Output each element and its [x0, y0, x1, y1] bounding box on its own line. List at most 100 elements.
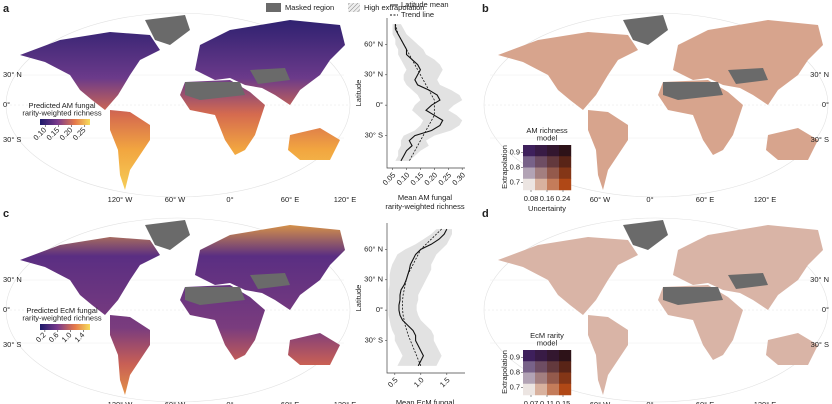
- legend-cell: [547, 372, 560, 384]
- y-axis-label: Latitude: [354, 80, 363, 107]
- x-tick-label: 0.15: [409, 170, 426, 187]
- legend-cell: [523, 145, 536, 157]
- legend-tick-label: 0.24: [556, 194, 571, 203]
- uncertainty-band: [392, 24, 463, 161]
- legend-title: AM richness: [526, 126, 568, 135]
- legend-tick-label: 0.7: [510, 177, 520, 186]
- legend-cell: [547, 361, 560, 373]
- x-tick-label: 0.20: [422, 170, 439, 187]
- legend-tick-label: 0.8: [510, 162, 520, 171]
- legend-label: Masked region: [285, 3, 334, 12]
- y-tick-label: 30° N: [364, 70, 383, 79]
- y-tick-label: 60° N: [364, 244, 383, 253]
- legend-cell: [523, 178, 536, 191]
- lon-label: 60° W: [165, 195, 186, 204]
- x-tick-label: 0.5: [386, 375, 400, 389]
- colorbar-tick-label: 1.4: [73, 330, 87, 344]
- lon-label: 0°: [646, 400, 653, 404]
- legend-title: model: [537, 133, 558, 142]
- x-axis-label: Mean EcM fungal: [396, 398, 455, 404]
- x-tick-label: 0.05: [381, 170, 398, 187]
- legend-cell: [535, 178, 548, 191]
- axis: [386, 18, 465, 169]
- colorbar: [40, 119, 90, 125]
- legend-cell: [523, 383, 536, 396]
- lon-label: 60° E: [281, 400, 299, 404]
- line: [398, 228, 448, 367]
- axis: [386, 223, 465, 374]
- lon-label: 120° E: [754, 195, 777, 204]
- legend-tick-label: 0.07: [524, 399, 539, 404]
- y-tick-label: 0°: [376, 305, 383, 314]
- legend-title: model: [537, 338, 558, 347]
- line: [394, 23, 435, 162]
- lat-label: 30° S: [3, 135, 21, 144]
- line: [402, 228, 442, 367]
- legend-tick-label: 0.16: [540, 194, 555, 203]
- x-axis-label: rarity-weighted richness: [385, 202, 464, 211]
- legend-cell: [523, 167, 536, 179]
- lat-label: 0°: [822, 100, 829, 109]
- y-tick-label: 0°: [376, 100, 383, 109]
- lon-label: 0°: [646, 195, 653, 204]
- lon-label: 60° W: [165, 400, 186, 404]
- legend-cell: [559, 145, 572, 157]
- legend-tick-label: 0.9: [510, 352, 520, 361]
- legend-cell: [535, 372, 548, 384]
- x-tick-label: 0.30: [450, 170, 467, 187]
- legend-cell: [535, 156, 548, 168]
- legend-tick-label: 0.08: [524, 194, 539, 203]
- legend-tick-label: 0.11: [540, 399, 554, 404]
- lon-label: 0°: [226, 195, 233, 204]
- colorbar-title: rarity-weighted richness: [22, 108, 101, 117]
- legend-cell: [535, 350, 548, 362]
- colorbar-tick-label: 0.25: [71, 125, 88, 142]
- legend-cell: [535, 383, 548, 396]
- colorbar-tick-label: 0.2: [34, 330, 48, 344]
- legend-cell: [523, 361, 536, 373]
- panel-letter: d: [482, 208, 489, 220]
- colorbar: [40, 324, 90, 330]
- legend-cell: [547, 156, 560, 168]
- uncertainty-band: [388, 229, 452, 366]
- lon-label: 60° E: [281, 195, 299, 204]
- masked-swatch: [266, 3, 281, 12]
- legend-tick-label: 0.9: [510, 147, 520, 156]
- lat-label: 30° N: [810, 275, 829, 284]
- map-panel: c 30° N 0° 30° S 120° W 60° W 0° 60° E 120° E Pre…: [3, 208, 356, 404]
- x-tick-label: 0.25: [436, 170, 453, 187]
- legend-cell: [535, 145, 548, 157]
- legend-cell: [547, 145, 560, 157]
- lon-label: 60° W: [590, 400, 611, 404]
- legend-ylabel: Extrapolation: [500, 145, 509, 189]
- legend-label: Trend line: [401, 10, 434, 19]
- lat-label: 30° S: [811, 135, 829, 144]
- colorbar-title: rarity-weighted richness: [22, 313, 101, 322]
- lon-label: 120° E: [334, 400, 357, 404]
- lat-label: 0°: [3, 100, 10, 109]
- hatch-swatch: [348, 3, 360, 12]
- lon-label: 60° E: [696, 400, 714, 404]
- lat-label: 30° S: [3, 340, 21, 349]
- legend-tick-label: 0.15: [556, 399, 571, 404]
- y-tick-label: 60° N: [364, 39, 383, 48]
- legend-cell: [559, 361, 572, 373]
- legend-xlabel: Uncertainty: [528, 204, 566, 213]
- x-axis-label: Mean AM fungal: [398, 193, 453, 202]
- panel-letter: a: [3, 3, 10, 15]
- lat-label: 30° S: [811, 340, 829, 349]
- lon-label: 60° E: [696, 195, 714, 204]
- x-tick-label: 0.10: [395, 170, 412, 187]
- map-panel: b 30° N 0° 30° S 60° W 0° 60° E 120° E AM richne…: [482, 3, 829, 213]
- legend-tick-label: 0.8: [510, 367, 520, 376]
- colorbar-title: Predicted AM fungal: [28, 101, 95, 110]
- legend-cell: [559, 383, 572, 396]
- panel-letter: c: [3, 208, 9, 220]
- legend-title: EcM rarity: [530, 331, 564, 340]
- colorbar-tick-label: 1.0: [60, 330, 74, 344]
- legend-cell: [547, 167, 560, 179]
- y-tick-label: 30° S: [365, 336, 383, 345]
- y-tick-label: 30° S: [365, 131, 383, 140]
- lon-label: 120° E: [754, 400, 777, 404]
